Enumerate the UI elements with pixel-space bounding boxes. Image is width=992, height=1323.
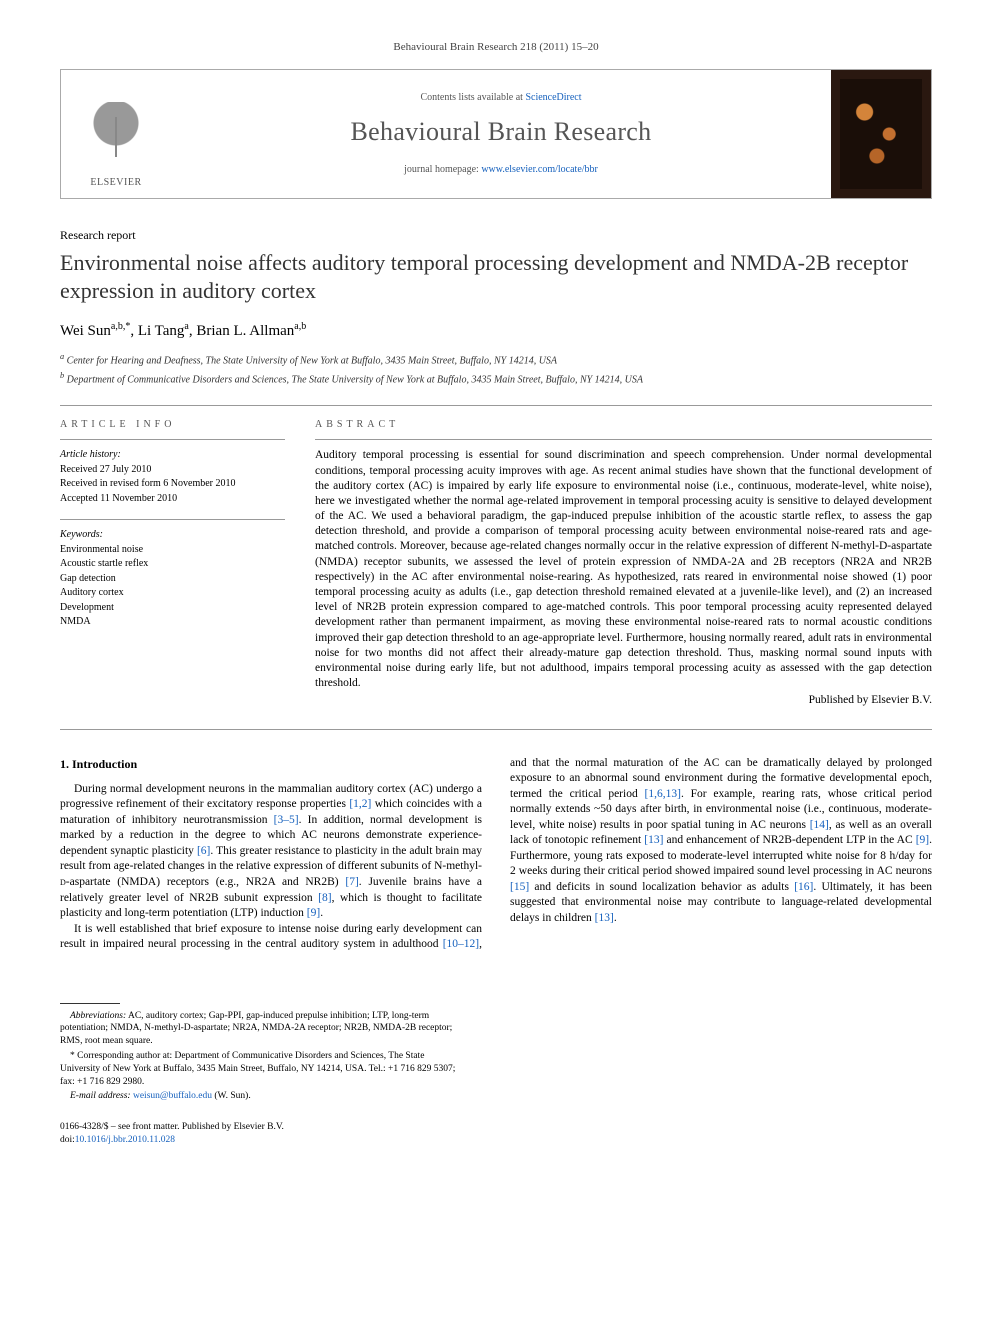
journal-homepage-link[interactable]: www.elsevier.com/locate/bbr (481, 164, 598, 175)
corresponding-author-footnote: * Corresponding author at: Department of… (60, 1050, 461, 1088)
journal-reference: Behavioural Brain Research 218 (2011) 15… (60, 40, 932, 55)
abbreviations-footnote: Abbreviations: AC, auditory cortex; Gap-… (60, 1010, 461, 1048)
journal-name: Behavioural Brain Research (351, 114, 652, 149)
keywords-block: Keywords: Environmental noise Acoustic s… (60, 528, 285, 629)
citation-link[interactable]: [3–5] (274, 814, 299, 826)
citation-link[interactable]: [13] (644, 834, 663, 846)
authors: Wei Suna,b,*, Li Tanga, Brian L. Allmana… (60, 320, 932, 341)
abstract-column: abstract Auditory temporal processing is… (315, 418, 932, 709)
history-accepted: Accepted 11 November 2010 (60, 492, 285, 506)
contents-lists-line: Contents lists available at ScienceDirec… (420, 91, 581, 105)
citation-link[interactable]: [15] (510, 881, 529, 893)
keyword: Auditory cortex (60, 586, 285, 600)
keyword: Acoustic startle reflex (60, 557, 285, 571)
article-history-block: Article history: Received 27 July 2010 R… (60, 448, 285, 505)
citation-link[interactable]: [8] (318, 892, 331, 904)
article-type: Research report (60, 227, 932, 243)
abstract-publisher: Published by Elsevier B.V. (315, 693, 932, 709)
email-footnote: E-mail address: weisun@buffalo.edu (W. S… (60, 1090, 461, 1103)
affiliations: a Center for Hearing and Deafness, The S… (60, 351, 932, 387)
info-abstract-row: article info Article history: Received 2… (60, 418, 932, 709)
keywords-label: Keywords: (60, 528, 285, 542)
journal-cover-block (831, 70, 931, 198)
copyright-doi-block: 0166-4328/$ – see front matter. Publishe… (60, 1121, 932, 1146)
doi-link[interactable]: 10.1016/j.bbr.2010.11.028 (75, 1135, 175, 1145)
info-divider (60, 519, 285, 520)
journal-cover-icon (840, 79, 922, 189)
citation-link[interactable]: [1,6,13] (645, 788, 681, 800)
homepage-prefix: journal homepage: (404, 164, 481, 175)
affiliation-a: a Center for Hearing and Deafness, The S… (60, 351, 932, 368)
homepage-line: journal homepage: www.elsevier.com/locat… (404, 163, 598, 177)
publisher-logo-block: ELSEVIER (61, 70, 171, 198)
history-revised: Received in revised form 6 November 2010 (60, 477, 285, 491)
abstract-divider (315, 439, 932, 440)
section-divider (60, 405, 932, 406)
citation-link[interactable]: [14] (810, 819, 829, 831)
elsevier-tree-icon (86, 102, 146, 172)
affiliation-b: b Department of Communicative Disorders … (60, 370, 932, 387)
journal-header-center: Contents lists available at ScienceDirec… (171, 70, 831, 198)
doi-line: doi:10.1016/j.bbr.2010.11.028 (60, 1134, 932, 1146)
intro-paragraph-1: During normal development neurons in the… (60, 782, 482, 922)
footnote-divider (60, 1003, 120, 1004)
citation-link[interactable]: [7] (345, 876, 358, 888)
keyword: Environmental noise (60, 543, 285, 557)
section-1-heading: 1. Introduction (60, 756, 482, 772)
publisher-name: ELSEVIER (90, 176, 141, 190)
citation-link[interactable]: [9] (916, 834, 929, 846)
info-divider (60, 439, 285, 440)
contents-prefix: Contents lists available at (420, 92, 525, 103)
body-two-column: 1. Introduction During normal developmen… (60, 756, 932, 953)
keyword: Gap detection (60, 572, 285, 586)
article-title: Environmental noise affects auditory tem… (60, 249, 932, 304)
copyright-line: 0166-4328/$ – see front matter. Publishe… (60, 1121, 932, 1133)
citation-link[interactable]: [1,2] (349, 798, 371, 810)
article-info-column: article info Article history: Received 2… (60, 418, 285, 709)
corresponding-email-link[interactable]: weisun@buffalo.edu (133, 1091, 212, 1101)
history-received: Received 27 July 2010 (60, 463, 285, 477)
abstract-text: Auditory temporal processing is essentia… (315, 448, 932, 691)
footnotes: Abbreviations: AC, auditory cortex; Gap-… (60, 1003, 461, 1104)
sciencedirect-link[interactable]: ScienceDirect (525, 92, 581, 103)
citation-link[interactable]: [9] (307, 907, 320, 919)
citation-link[interactable]: [13] (595, 912, 614, 924)
journal-header-box: ELSEVIER Contents lists available at Sci… (60, 69, 932, 199)
citation-link[interactable]: [16] (794, 881, 813, 893)
keyword: NMDA (60, 615, 285, 629)
citation-link[interactable]: [6] (197, 845, 210, 857)
abstract-heading: abstract (315, 418, 932, 432)
article-info-heading: article info (60, 418, 285, 432)
citation-link[interactable]: [10–12] (443, 938, 479, 950)
body-divider (60, 729, 932, 730)
history-label: Article history: (60, 448, 285, 462)
keyword: Development (60, 601, 285, 615)
